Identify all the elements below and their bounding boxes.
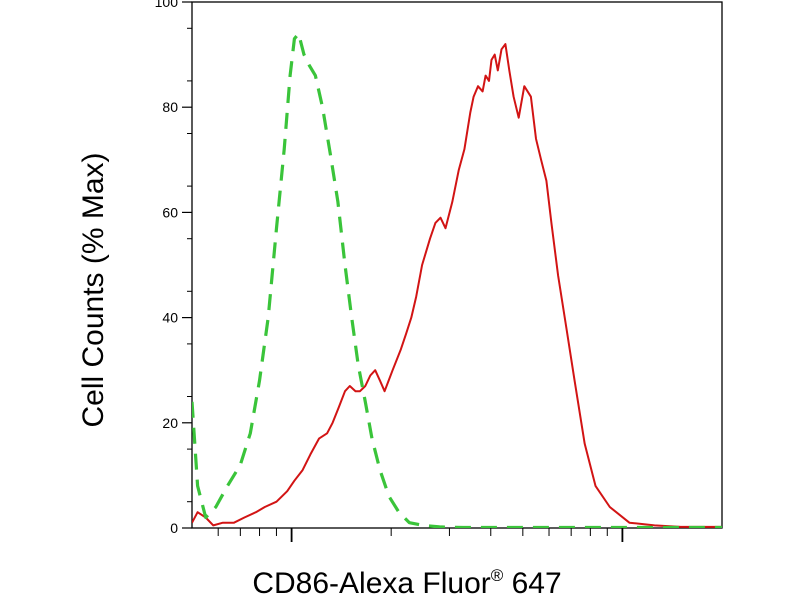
y-axis-title: Cell Counts (% Max)	[77, 152, 110, 427]
x-axis-title-main: CD86-Alexa Fluor	[252, 567, 490, 600]
y-axis: 0 20 40 60 80 100	[155, 0, 192, 536]
x-axis-title-suffix: 647	[503, 567, 561, 600]
plot-border	[191, 1, 723, 529]
series-layer	[192, 32, 722, 528]
x-axis-title-mark: ®	[491, 566, 504, 585]
control-series-line	[192, 32, 722, 528]
y-tick-label: 20	[162, 415, 178, 431]
y-tick-label: 40	[162, 310, 178, 326]
x-axis-title: CD86-Alexa Fluor® 647	[252, 566, 561, 600]
y-tick-label: 100	[155, 0, 179, 10]
y-tick-label: 80	[162, 99, 178, 115]
cd86-series-line	[192, 43, 722, 528]
plot-frame	[191, 1, 723, 529]
x-axis	[217, 528, 624, 542]
y-tick-label: 60	[162, 204, 178, 220]
y-tick-label: 0	[170, 520, 178, 536]
